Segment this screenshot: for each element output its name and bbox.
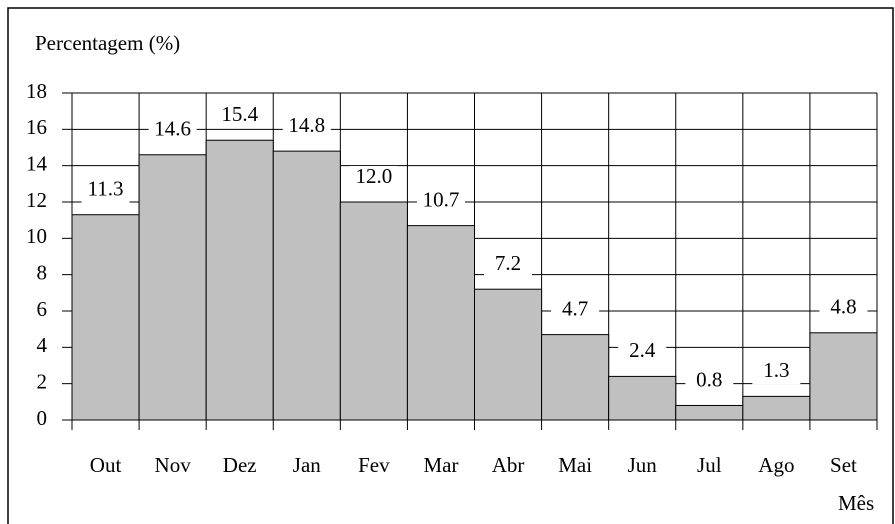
value-label-bg xyxy=(551,298,600,323)
y-tick-label: 12 xyxy=(26,188,47,212)
y-tick-label: 10 xyxy=(26,224,47,248)
x-tick-label: Ago xyxy=(758,453,794,477)
value-label-bg xyxy=(148,118,197,143)
bar xyxy=(608,375,677,421)
bar xyxy=(809,332,878,421)
value-label-bg xyxy=(685,369,734,394)
bar xyxy=(406,225,475,421)
value-label-bg xyxy=(215,104,264,129)
y-tick-label: 2 xyxy=(37,369,48,393)
y-tick-label: 18 xyxy=(26,79,47,103)
value-label: 2.4 xyxy=(629,338,656,362)
frame xyxy=(7,7,894,524)
value-label: 4.8 xyxy=(830,295,856,319)
x-tick-label: Jul xyxy=(697,453,722,477)
y-tick-label: 8 xyxy=(37,260,48,284)
value-label: 7.2 xyxy=(495,251,521,275)
x-tick-label: Dez xyxy=(223,453,257,477)
y-tick-label: 16 xyxy=(26,115,47,139)
value-label: 11.3 xyxy=(88,177,124,201)
bar xyxy=(205,139,274,421)
value-label: 14.8 xyxy=(288,113,325,137)
bar xyxy=(742,395,811,421)
y-tick-label: 6 xyxy=(37,297,48,321)
bar xyxy=(675,404,744,421)
value-label-bg xyxy=(416,189,465,214)
value-label: 12.0 xyxy=(356,164,393,188)
x-tick-label: Abr xyxy=(492,453,525,477)
value-label-bg xyxy=(349,166,398,190)
x-tick-label: Jan xyxy=(293,453,321,477)
value-label: 1.3 xyxy=(763,358,789,382)
bar xyxy=(71,214,140,421)
value-label-bg xyxy=(484,253,533,278)
bar xyxy=(138,154,207,421)
value-label: 10.7 xyxy=(423,187,460,211)
y-tick-label: 4 xyxy=(37,333,48,357)
bar xyxy=(541,334,610,421)
x-tick-label: Nov xyxy=(155,453,192,477)
value-label: 15.4 xyxy=(221,102,258,126)
x-tick-label: Jun xyxy=(628,453,658,477)
chart-title: Percentagem (%) xyxy=(35,31,180,55)
value-label: 0.8 xyxy=(696,367,722,391)
value-label-bg xyxy=(81,178,130,203)
value-label: 14.6 xyxy=(154,117,191,141)
x-tick-label: Mai xyxy=(558,453,592,477)
y-tick-label: 14 xyxy=(26,151,48,175)
y-tick-label: 0 xyxy=(37,406,48,430)
bar xyxy=(339,201,408,421)
value-label-bg xyxy=(752,360,801,385)
x-tick-label: Out xyxy=(90,453,122,477)
bar xyxy=(272,150,341,421)
x-tick-label: Set xyxy=(830,453,857,477)
x-tick-label: Mar xyxy=(423,453,458,477)
value-label-bg xyxy=(618,340,667,365)
value-label: 4.7 xyxy=(562,296,588,320)
x-axis-label: Mês xyxy=(838,491,874,515)
value-label-bg xyxy=(282,115,331,140)
bar xyxy=(474,288,543,421)
x-tick-label: Fev xyxy=(358,453,390,477)
value-label-bg xyxy=(819,296,868,321)
